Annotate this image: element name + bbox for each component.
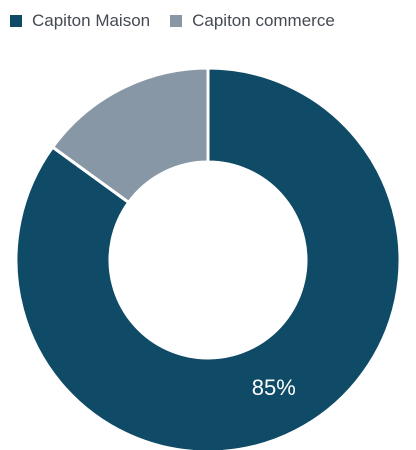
legend-swatch-capiton-maison [10,15,22,27]
donut-slice-capiton-commerce [50,66,210,205]
chart-legend: Capiton Maison Capiton commerce [10,11,335,31]
donut-slice-capiton-maison [14,66,402,450]
legend-label-capiton-commerce: Capiton commerce [192,11,335,30]
legend-item-capiton-commerce: Capiton commerce [170,11,335,31]
donut-slices [14,66,402,450]
legend-swatch-capiton-commerce [170,15,183,27]
data-label-capiton-maison: 85% [252,375,296,400]
legend-label-capiton-maison: Capiton Maison [32,11,151,30]
donut-labels: 85% [252,375,296,400]
legend-item-capiton-maison: Capiton Maison [10,11,150,31]
